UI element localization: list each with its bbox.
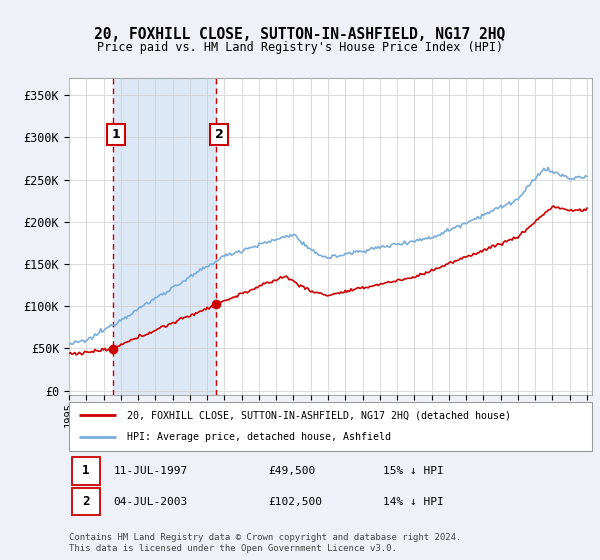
Bar (113, 78, 216, 395)
Text: 20, FOXHILL CLOSE, SUTTON-IN-ASHFIELD, NG17 2HQ (detached house): 20, FOXHILL CLOSE, SUTTON-IN-ASHFIELD, N… (127, 410, 511, 421)
Text: 2: 2 (215, 128, 224, 141)
Text: 20, FOXHILL CLOSE, SUTTON-IN-ASHFIELD, NG17 2HQ: 20, FOXHILL CLOSE, SUTTON-IN-ASHFIELD, N… (94, 27, 506, 42)
Bar (71, 458, 100, 484)
Text: 1: 1 (112, 128, 121, 141)
Text: £102,500: £102,500 (268, 497, 322, 507)
Text: Contains HM Land Registry data © Crown copyright and database right 2024.
This d: Contains HM Land Registry data © Crown c… (69, 533, 461, 553)
Text: 04-JUL-2003: 04-JUL-2003 (113, 497, 188, 507)
Text: 14% ↓ HPI: 14% ↓ HPI (383, 497, 443, 507)
Bar (71, 488, 100, 515)
Text: 11-JUL-1997: 11-JUL-1997 (113, 466, 188, 476)
Text: HPI: Average price, detached house, Ashfield: HPI: Average price, detached house, Ashf… (127, 432, 391, 442)
Text: Price paid vs. HM Land Registry's House Price Index (HPI): Price paid vs. HM Land Registry's House … (97, 40, 503, 54)
Text: £49,500: £49,500 (268, 466, 315, 476)
Text: 1: 1 (82, 464, 90, 478)
Text: 2: 2 (82, 496, 90, 508)
Text: 15% ↓ HPI: 15% ↓ HPI (383, 466, 443, 476)
